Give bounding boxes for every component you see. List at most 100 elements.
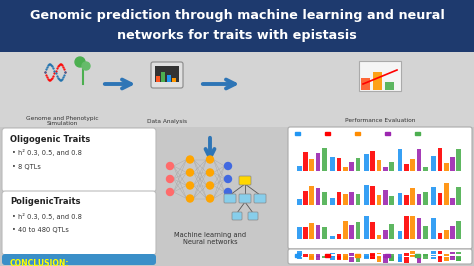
Circle shape (225, 163, 231, 169)
Bar (450, 252, 455, 254)
Bar (322, 253, 327, 254)
Bar (438, 148, 442, 171)
Bar (316, 153, 320, 171)
Bar (325, 254, 330, 257)
Bar (297, 251, 301, 254)
Bar (356, 254, 360, 255)
Bar (377, 196, 382, 205)
Bar (410, 159, 415, 171)
Bar (303, 191, 308, 205)
Bar (423, 192, 428, 205)
Circle shape (186, 169, 193, 176)
Bar (325, 132, 330, 135)
Text: CONCLUSION:: CONCLUSION: (10, 260, 70, 266)
Bar (310, 159, 314, 171)
Bar (316, 254, 320, 260)
Circle shape (225, 189, 231, 196)
Bar (456, 149, 461, 171)
Bar (389, 254, 394, 259)
FancyBboxPatch shape (0, 0, 474, 52)
Bar (377, 160, 382, 171)
Bar (337, 157, 341, 171)
Bar (330, 198, 335, 205)
Bar (377, 235, 382, 239)
Circle shape (166, 189, 173, 196)
Text: • 8 QTLs: • 8 QTLs (12, 164, 41, 170)
Bar (316, 225, 320, 239)
Bar (415, 132, 420, 135)
Bar (355, 254, 360, 257)
Bar (349, 163, 354, 171)
Bar (295, 132, 300, 135)
Bar (404, 253, 409, 254)
Bar (444, 254, 448, 255)
Bar (450, 256, 455, 260)
Bar (343, 194, 348, 205)
Bar (349, 225, 354, 239)
Bar (349, 257, 354, 262)
Bar (322, 227, 327, 239)
Bar (343, 167, 348, 171)
Bar (383, 167, 388, 171)
Bar (167, 75, 171, 82)
Bar (356, 256, 360, 257)
FancyBboxPatch shape (232, 212, 242, 220)
FancyBboxPatch shape (254, 194, 266, 203)
FancyBboxPatch shape (2, 254, 156, 265)
Bar (370, 257, 375, 259)
Bar (310, 186, 314, 205)
Bar (410, 251, 415, 254)
Bar (343, 257, 348, 259)
Bar (343, 254, 348, 260)
Bar (303, 152, 308, 171)
Bar (404, 254, 409, 256)
Bar (389, 196, 394, 205)
FancyBboxPatch shape (224, 194, 236, 203)
Bar (330, 157, 335, 171)
Bar (417, 218, 421, 239)
Bar (438, 233, 442, 239)
Bar (444, 183, 448, 205)
Bar (385, 254, 390, 257)
Text: Oligogenic Traits: Oligogenic Traits (10, 135, 90, 143)
Bar (310, 223, 314, 239)
Bar (398, 149, 402, 171)
Circle shape (225, 176, 231, 182)
Bar (404, 257, 409, 263)
Bar (295, 254, 300, 257)
Bar (356, 257, 360, 262)
Bar (310, 254, 314, 259)
Bar (410, 216, 415, 239)
Bar (173, 78, 176, 82)
Bar (398, 231, 402, 239)
Bar (423, 226, 428, 239)
Bar (383, 230, 388, 239)
Text: networks for traits with epistasis: networks for traits with epistasis (117, 30, 357, 43)
Bar (322, 148, 327, 171)
Bar (297, 227, 301, 239)
Bar (364, 154, 369, 171)
Circle shape (82, 62, 90, 70)
Bar (356, 194, 360, 205)
Circle shape (186, 182, 193, 189)
Bar (398, 193, 402, 205)
Bar (370, 222, 375, 239)
FancyBboxPatch shape (155, 66, 179, 82)
Bar (404, 195, 409, 205)
Bar (362, 78, 371, 90)
FancyBboxPatch shape (288, 127, 472, 249)
Bar (456, 252, 461, 254)
Bar (356, 222, 360, 239)
Bar (410, 188, 415, 205)
Bar (450, 226, 455, 239)
Bar (417, 257, 421, 263)
Bar (364, 254, 369, 258)
Bar (456, 186, 461, 205)
FancyBboxPatch shape (239, 176, 251, 185)
Bar (456, 256, 461, 261)
Bar (385, 132, 390, 135)
Circle shape (166, 176, 173, 182)
Bar (444, 257, 448, 261)
Bar (162, 72, 165, 82)
Bar (389, 224, 394, 239)
